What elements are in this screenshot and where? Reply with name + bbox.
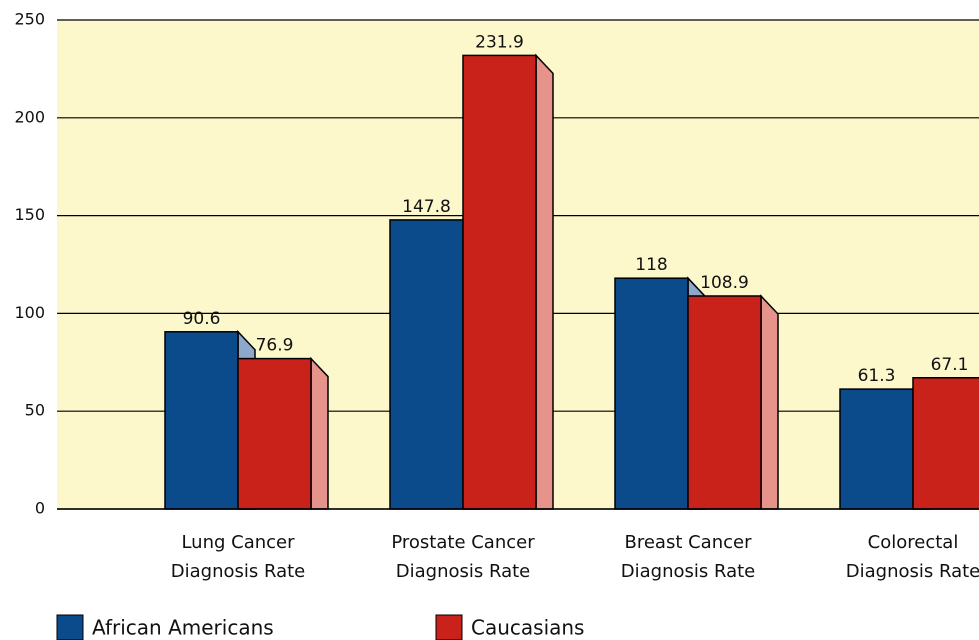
legend-label: African Americans bbox=[92, 616, 274, 640]
value-label: 118 bbox=[635, 255, 667, 275]
x-tick-label: Colorectal bbox=[868, 532, 959, 553]
bar bbox=[839, 388, 914, 510]
value-label: 90.6 bbox=[183, 309, 221, 329]
y-tick-label: 250 bbox=[14, 10, 45, 29]
legend-label: Caucasians bbox=[471, 616, 584, 640]
bar bbox=[462, 54, 537, 510]
legend-swatch bbox=[435, 614, 463, 640]
x-tick-label: Diagnosis Rate bbox=[846, 561, 979, 582]
value-label: 76.9 bbox=[256, 336, 294, 356]
x-tick-label: Diagnosis Rate bbox=[171, 561, 306, 582]
bar bbox=[687, 295, 762, 510]
y-tick-label: 50 bbox=[25, 401, 45, 420]
bar bbox=[237, 357, 312, 510]
x-tick-label: Prostate Cancer bbox=[391, 532, 535, 553]
bar bbox=[389, 219, 464, 510]
value-label: 108.9 bbox=[700, 273, 749, 293]
bar-side bbox=[760, 294, 779, 510]
value-label: 231.9 bbox=[475, 32, 524, 52]
bar bbox=[912, 377, 979, 510]
x-tick-label: Lung Cancer bbox=[181, 532, 295, 553]
value-label: 147.8 bbox=[402, 197, 451, 217]
legend-swatch bbox=[56, 614, 84, 640]
y-tick-label: 150 bbox=[14, 205, 45, 224]
y-tick-label: 0 bbox=[35, 499, 45, 518]
y-tick-label: 100 bbox=[14, 303, 45, 322]
x-tick-label: Diagnosis Rate bbox=[621, 561, 756, 582]
bar-side bbox=[535, 53, 554, 510]
bar-side bbox=[310, 356, 329, 510]
bar bbox=[614, 277, 689, 510]
x-tick-label: Breast Cancer bbox=[625, 532, 753, 553]
value-label: 67.1 bbox=[931, 355, 969, 375]
value-label: 61.3 bbox=[858, 366, 896, 386]
x-tick-label: Diagnosis Rate bbox=[396, 561, 531, 582]
y-tick-label: 200 bbox=[14, 107, 45, 126]
bar bbox=[164, 331, 239, 510]
